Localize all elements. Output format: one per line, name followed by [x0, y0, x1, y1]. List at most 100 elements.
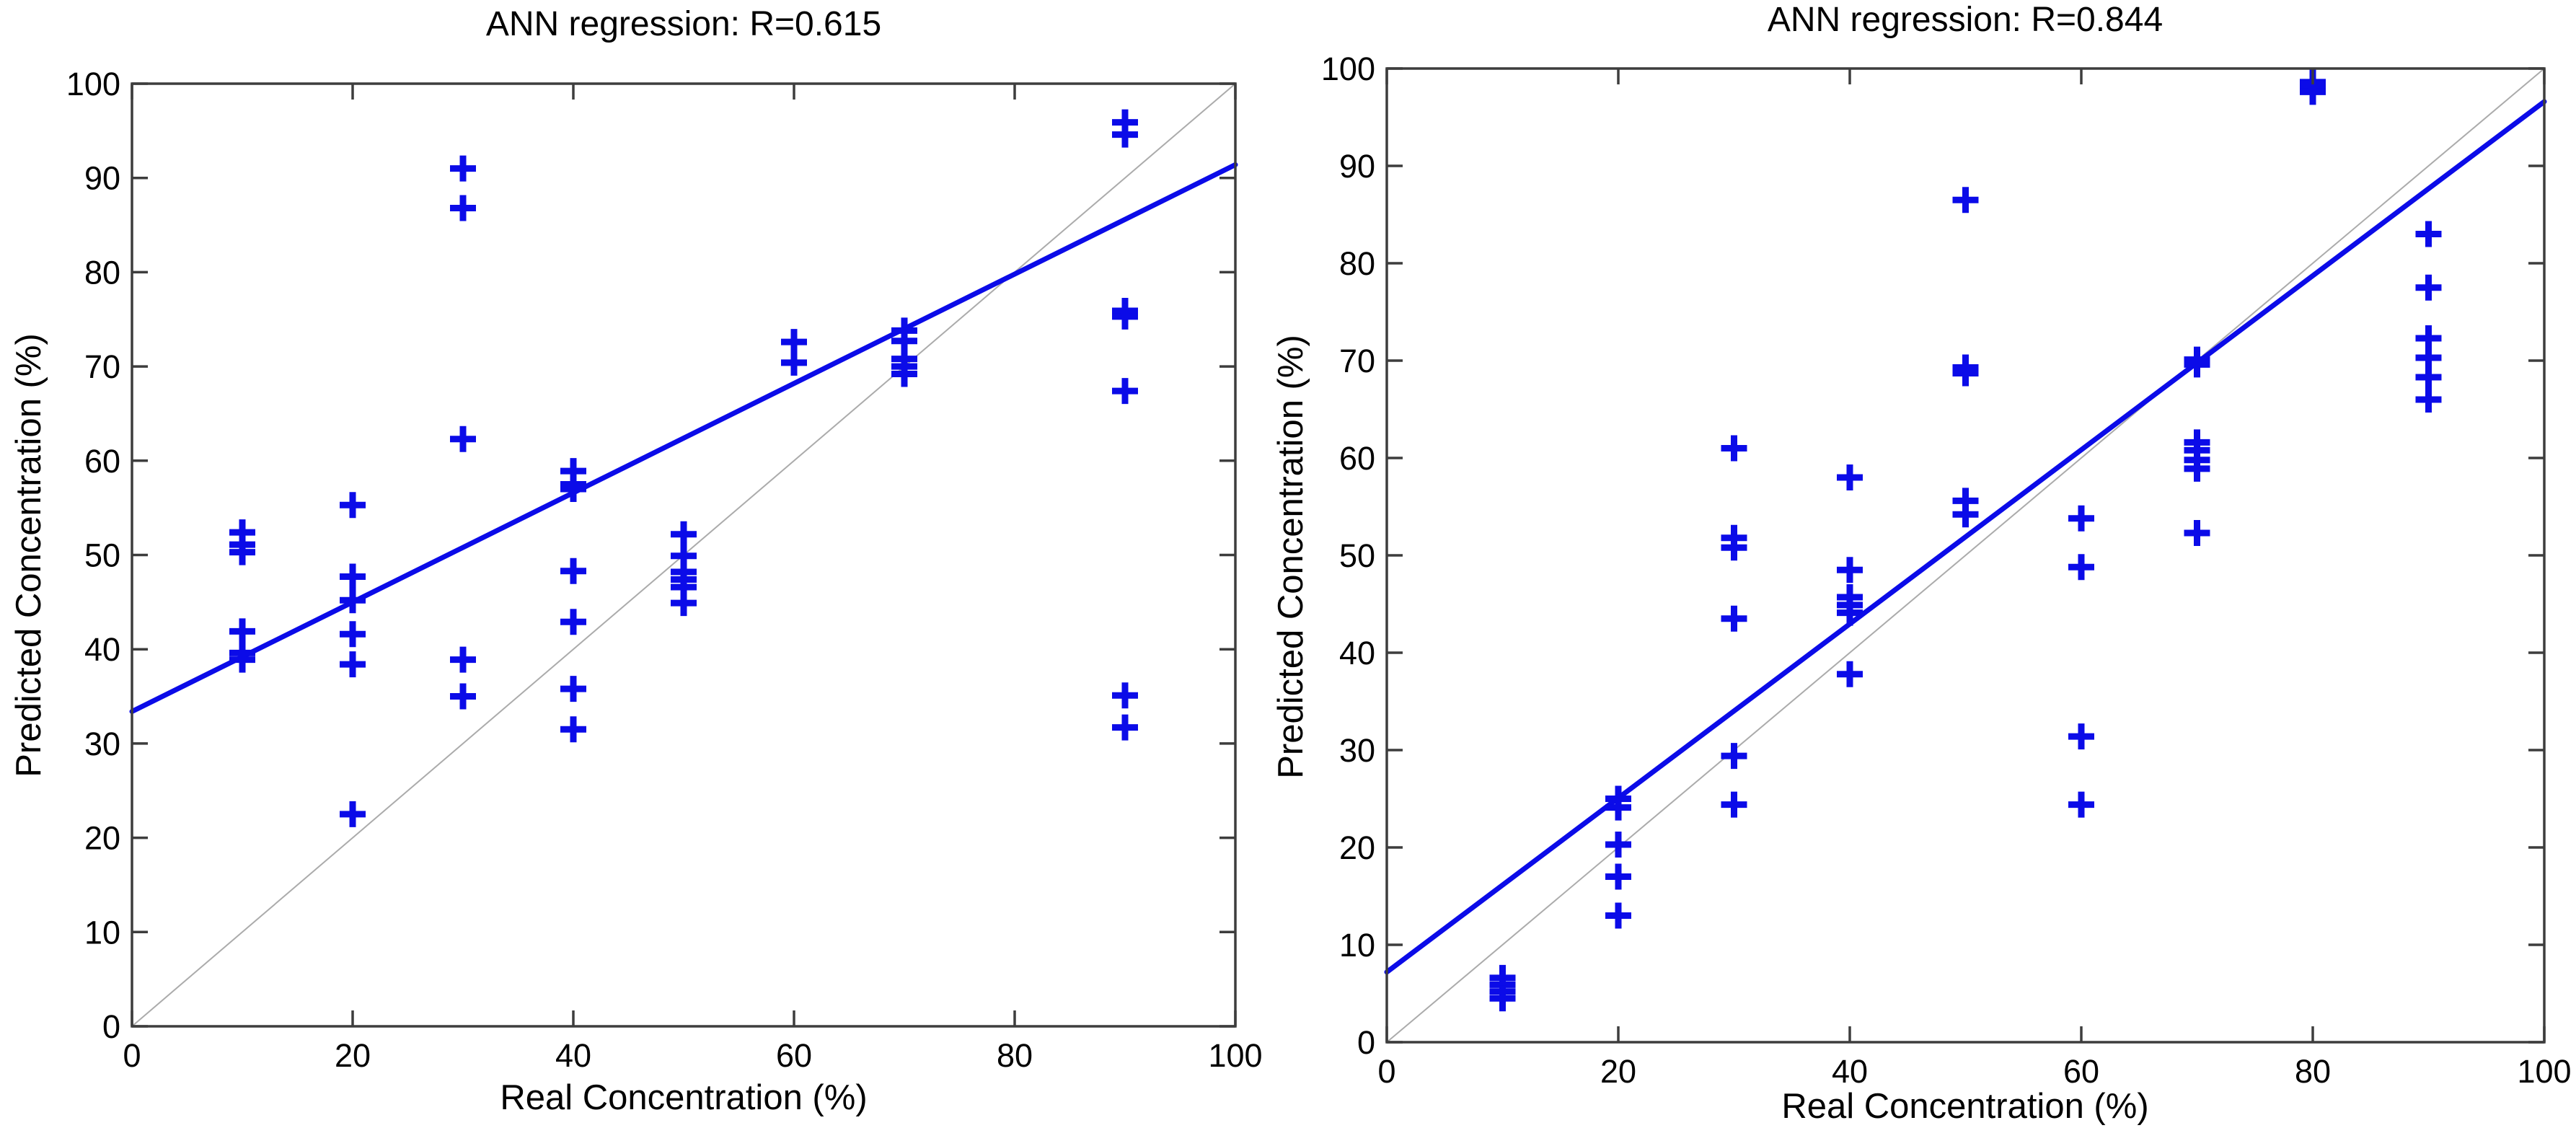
x-tick-label: 40	[555, 1037, 591, 1074]
data-point-marker	[450, 683, 476, 710]
data-point-marker	[1721, 605, 1747, 632]
data-point-marker	[450, 195, 476, 221]
y-tick-label: 50	[84, 537, 120, 574]
data-point-marker	[1721, 743, 1747, 770]
y-tick-label: 10	[84, 914, 120, 951]
data-point-marker	[560, 609, 586, 635]
data-point-marker	[2415, 363, 2442, 390]
data-point-marker	[340, 621, 366, 648]
x-tick-label: 60	[776, 1037, 812, 1074]
data-point-marker	[2184, 351, 2210, 378]
data-point-marker	[2415, 387, 2442, 413]
data-points	[229, 109, 1138, 827]
data-point-marker	[1837, 464, 1863, 490]
data-point-marker	[1721, 435, 1747, 462]
data-point-marker	[450, 426, 476, 452]
tick-marks	[131, 82, 1237, 1028]
data-point-marker	[560, 558, 586, 584]
data-point-marker	[671, 590, 697, 617]
y-tick-label: 20	[84, 820, 120, 857]
data-point-marker	[1952, 187, 1979, 213]
data-point-marker	[340, 563, 366, 590]
data-point-marker	[1721, 791, 1747, 818]
data-points	[1489, 69, 2442, 1012]
y-tick-label: 30	[1339, 732, 1375, 769]
data-point-marker	[560, 476, 586, 503]
data-point-marker	[229, 646, 255, 673]
data-point-marker	[2068, 505, 2094, 532]
data-point-marker	[2068, 723, 2094, 750]
x-tick-label: 100	[2517, 1053, 2571, 1090]
fit-line	[129, 162, 1238, 714]
data-point-marker	[1605, 863, 1631, 890]
data-point-marker	[1112, 121, 1138, 148]
data-point-marker	[340, 492, 366, 519]
data-point-marker	[1605, 794, 1631, 821]
x-tick-label: 0	[123, 1037, 141, 1074]
right-y-axis-label: Predicted Concentration (%)	[1271, 335, 1310, 779]
x-tick-label: 0	[1377, 1053, 1395, 1090]
data-point-marker	[1952, 360, 1979, 387]
data-point-marker	[2068, 791, 2094, 818]
y-tick-label: 30	[84, 726, 120, 762]
data-point-marker	[340, 651, 366, 678]
y-tick-label: 60	[1339, 440, 1375, 477]
y-tick-label: 90	[84, 160, 120, 197]
data-point-marker	[340, 801, 366, 827]
y-tick-label: 80	[84, 254, 120, 291]
data-point-marker	[671, 521, 697, 547]
x-tick-label: 80	[2295, 1053, 2331, 1090]
data-point-marker	[450, 646, 476, 673]
right-plot: 0 20 40 60 80 100 0 10 20 30 40 50 60 70 80 90 100	[1321, 50, 2572, 1090]
left-plot-title: ANN regression: R=0.615	[485, 5, 882, 43]
data-point-marker	[2415, 274, 2442, 301]
fit-line	[1384, 99, 2547, 975]
y-tick-label: 50	[1339, 537, 1375, 574]
y-tick-label: 100	[66, 66, 120, 102]
data-point-marker	[1489, 985, 1516, 1012]
y-tick-label: 70	[1339, 343, 1375, 379]
x-tick-label: 20	[335, 1037, 371, 1074]
data-point-marker	[1112, 714, 1138, 741]
data-point-marker	[560, 716, 586, 743]
x-tick-label: 60	[2063, 1053, 2099, 1090]
data-point-marker	[2415, 221, 2442, 247]
x-tick-label: 40	[1832, 1053, 1868, 1090]
y-tick-label: 20	[1339, 829, 1375, 866]
data-point-marker	[781, 349, 807, 376]
x-tick-label: 20	[1600, 1053, 1636, 1090]
data-point-marker	[340, 587, 366, 614]
data-point-marker	[1605, 902, 1631, 929]
y-tick-label: 90	[1339, 148, 1375, 185]
left-plot: 0 20 40 60 80 100 0 10 20 30 40 50 60 70 80 90 100	[66, 66, 1263, 1074]
right-plot-title: ANN regression: R=0.844	[1767, 1, 2163, 39]
y-tick-label: 70	[84, 348, 120, 385]
data-point-marker	[1837, 557, 1863, 583]
data-point-marker	[1112, 682, 1138, 709]
data-point-marker	[891, 361, 917, 387]
data-point-marker	[2184, 455, 2210, 482]
x-tick-label: 80	[997, 1037, 1033, 1074]
tick-labels: 0 20 40 60 80 100 0 10 20 30 40 50 60 70 80 90 100	[66, 66, 1263, 1074]
y-tick-label: 80	[1339, 245, 1375, 282]
y-tick-label: 0	[102, 1008, 120, 1045]
right-x-axis-label: Real Concentration (%)	[1781, 1087, 2149, 1126]
y-tick-label: 100	[1321, 50, 1375, 87]
y-tick-label: 0	[1357, 1024, 1375, 1061]
data-point-marker	[1837, 661, 1863, 687]
left-y-axis-label: Predicted Concentration (%)	[9, 333, 48, 777]
data-point-marker	[1605, 831, 1631, 858]
data-point-marker	[1721, 534, 1747, 561]
left-x-axis-label: Real Concentration (%)	[500, 1078, 868, 1117]
data-point-marker	[229, 618, 255, 645]
tick-marks	[1385, 67, 2546, 1044]
data-point-marker	[1952, 501, 1979, 528]
tick-labels: 0 20 40 60 80 100 0 10 20 30 40 50 60 70 80 90 100	[1321, 50, 2572, 1090]
data-point-marker	[2184, 519, 2210, 546]
data-point-marker	[2068, 554, 2094, 581]
y-tick-label: 40	[84, 631, 120, 668]
identity-line	[1386, 68, 2545, 1043]
data-point-marker	[1112, 378, 1138, 405]
